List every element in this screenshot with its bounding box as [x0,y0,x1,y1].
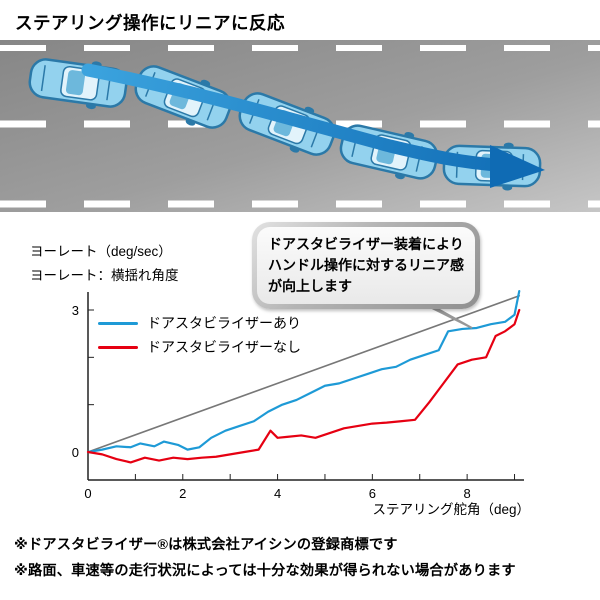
callout-text-line: ドアスタビライザー装着により [268,236,464,252]
legend-item-without-stabilizer: ドアスタビライザーなし [98,338,301,356]
callout-text-line: ハンドル操作に対するリニア感 [268,257,464,273]
callout-text-line: が向上します [268,278,352,294]
lane-change-arrow-icon [81,63,545,188]
footnote-disclaimer: ※路面、車速等の走行状況によっては十分な効果が得られない場合があります [14,563,516,579]
legend-item-with-stabilizer: ドアスタビライザーあり [98,314,301,332]
footnote-trademark: ※ドアスタビライザー®は株式会社アイシンの登録商標です [14,537,398,553]
x-tick-label: 6 [369,486,376,501]
chart-legend: ドアスタビライザーあり ドアスタビライザーなし [98,314,301,356]
page-title: ステアリング操作にリニアに反応 [15,13,285,33]
series-line-1 [86,289,521,454]
callout-bubble: ドアスタビライザー装着により ハンドル操作に対するリニア感 が向上します [252,222,480,309]
x-tick-label: 0 [84,486,91,501]
y-tick-label: 0 [72,445,79,460]
legend-swatch-red [98,345,138,349]
road-illustration [0,40,600,212]
y-tick-label: 3 [72,303,79,318]
x-tick-label: 2 [179,486,186,501]
legend-label: ドアスタビライザーなし [147,339,301,355]
callout-bubble-inner: ドアスタビライザー装着により ハンドル操作に対するリニア感 が向上します [257,227,475,304]
series-line-0 [87,295,521,453]
x-tick-label: 4 [274,486,281,501]
yaw-rate-chart: 0 2 4 6 8 0 3 [72,289,524,501]
legend-label: ドアスタビライザーあり [147,315,301,331]
series-line-2 [86,308,521,464]
y-axis-label-line1: ヨーレート（deg/sec） [30,244,172,259]
y-axis-label-line2: ヨーレート：横揺れ角度 [30,268,179,283]
legend-swatch-blue [98,321,138,325]
x-tick-label: 8 [464,486,471,501]
x-axis-label: ステアリング舵角（deg） [372,502,530,517]
